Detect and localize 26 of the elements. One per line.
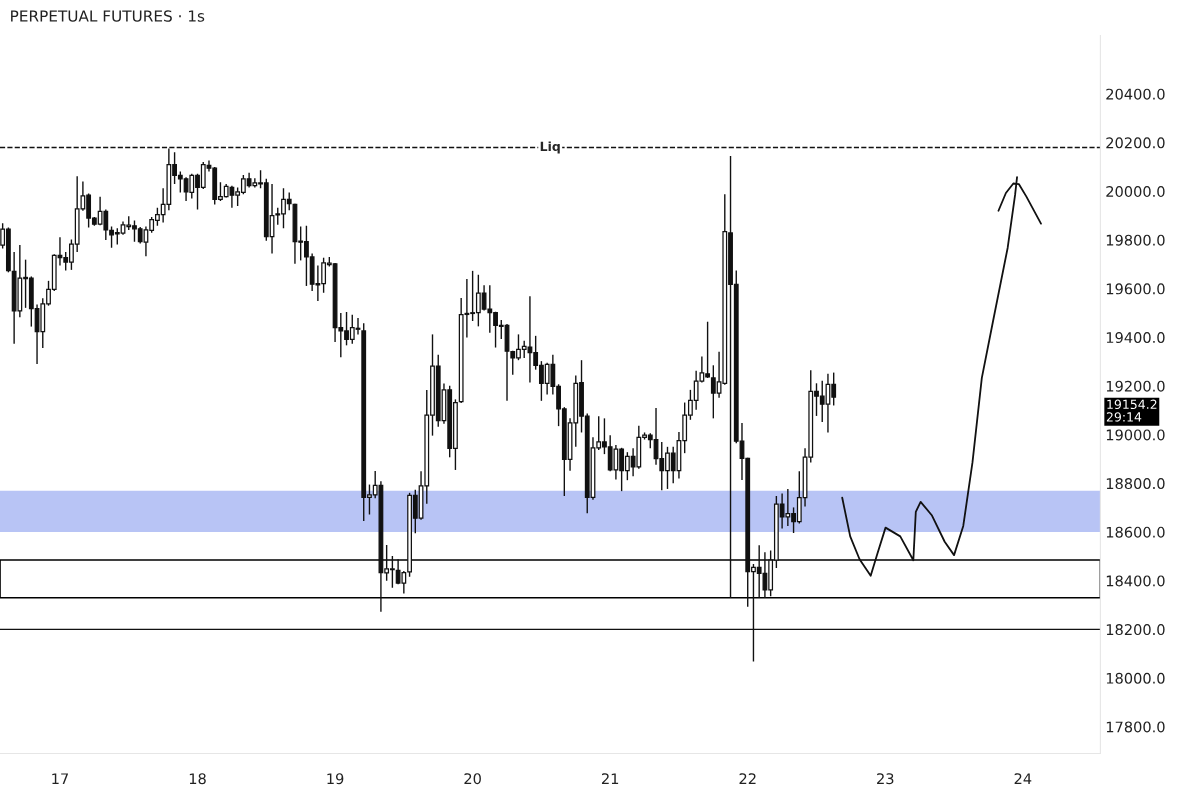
y-tick-label: 18800.0 bbox=[1106, 478, 1165, 490]
x-tick-label: 17 bbox=[52, 773, 68, 785]
y-tick-label: 19600.0 bbox=[1106, 283, 1165, 295]
y-tick-label: 19800.0 bbox=[1106, 234, 1165, 246]
x-tick-label: 23 bbox=[877, 773, 894, 785]
x-tick-label: 21 bbox=[601, 773, 619, 785]
y-tick-label: 18000.0 bbox=[1106, 672, 1165, 684]
y-tick-label: 19400.0 bbox=[1106, 332, 1165, 344]
chart-title: PERPETUAL FUTURES · 1s bbox=[11, 10, 205, 22]
x-tick-label: 19 bbox=[327, 773, 344, 785]
y-tick-label: 20000.0 bbox=[1106, 185, 1165, 198]
y-tick-label: 20200.0 bbox=[1106, 137, 1165, 149]
x-tick-label: 24 bbox=[1014, 773, 1032, 785]
y-tick-label: 18200.0 bbox=[1106, 624, 1165, 636]
y-tick-label: 18400.0 bbox=[1106, 575, 1165, 587]
y-tick-label: 19000.0 bbox=[1106, 429, 1165, 441]
x-tick-label: 18 bbox=[189, 773, 206, 785]
x-tick-label: 22 bbox=[739, 773, 756, 785]
ref-line-label: Liq bbox=[540, 141, 560, 154]
text: 19154.2 bbox=[1107, 399, 1157, 410]
y-tick-label: 20400.0 bbox=[1106, 88, 1165, 100]
y-tick-label: 19200.0 bbox=[1106, 380, 1165, 392]
x-tick-label: 20 bbox=[464, 773, 481, 785]
y-tick-label: 17800.0 bbox=[1106, 721, 1165, 733]
text: 29:14 bbox=[1106, 412, 1142, 422]
y-tick-label: 18600.0 bbox=[1106, 526, 1165, 538]
